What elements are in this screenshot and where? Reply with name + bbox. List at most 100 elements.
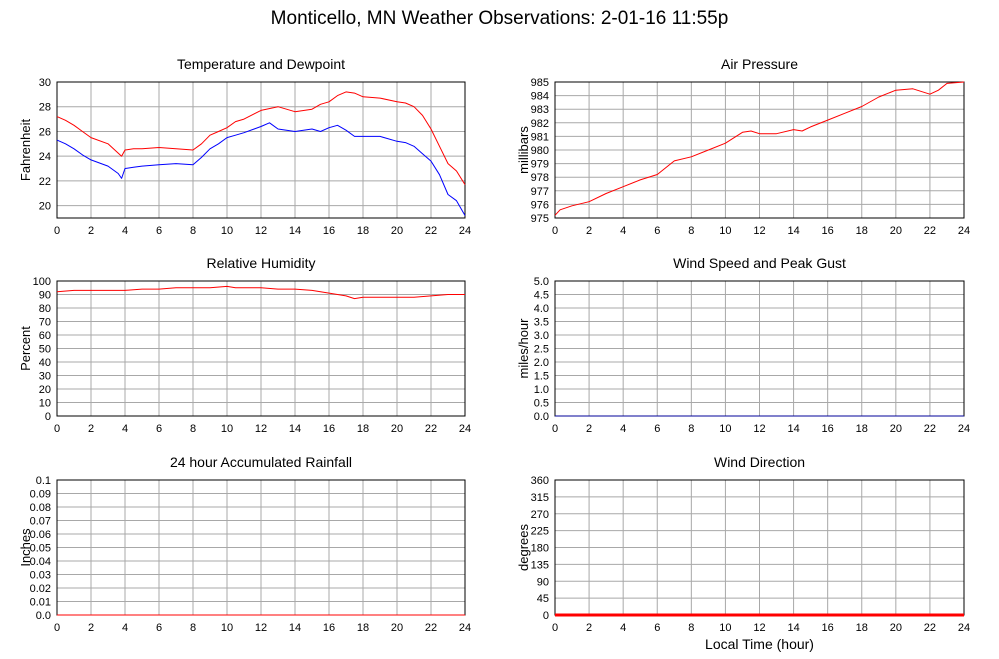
relative-humidity-y-tick-label: 50 [39,344,51,356]
relative-humidity-x-tick-label: 24 [459,423,471,435]
relative-humidity-x-tick-label: 20 [391,423,403,435]
rainfall-x-tick-label: 22 [425,622,437,634]
wind-speed-gust-y-tick-label: 3.5 [534,317,549,329]
rainfall-x-tick-label: 14 [289,622,301,634]
air-pressure-y-tick-label: 985 [531,77,549,89]
rainfall-x-tick-label: 12 [255,622,267,634]
air-pressure-x-tick-label: 16 [822,225,834,237]
temperature-dewpoint-frame [56,81,466,219]
temperature-dewpoint-y-tick-label: 22 [39,176,51,188]
relative-humidity-x-tick-label: 18 [357,423,369,435]
wind-speed-gust-x-tick-label: 10 [719,423,731,435]
wind-speed-gust-y-tick-label: 1.5 [534,371,549,383]
wind-speed-gust-x-tick-label: 6 [654,423,660,435]
wind-speed-gust-y-axis-label: miles/hour [516,318,531,379]
relative-humidity-x-tick-label: 22 [425,423,437,435]
wind-direction-x-tick-label: 12 [753,622,765,634]
wind-direction-y-tick-label: 45 [537,593,549,605]
wind-speed-gust-y-tick-label: 2.0 [534,357,549,369]
air-pressure-y-tick-label: 983 [531,104,549,116]
temperature-dewpoint-x-tick-label: 12 [255,225,267,237]
relative-humidity-y-tick-label: 0 [45,411,51,423]
temperature-dewpoint-title: Temperature and Dewpoint [177,56,345,72]
wind-speed-gust-x-tick-label: 22 [924,423,936,435]
wind-speed-gust-x-tick-label: 18 [856,423,868,435]
wind-direction-x-tick-label: 24 [958,622,970,634]
wind-direction-y-tick-label: 135 [531,559,549,571]
temperature-dewpoint-x-tick-label: 14 [289,225,301,237]
wind-speed-gust-x-tick-label: 24 [958,423,970,435]
wind-speed-gust-y-tick-label: 1.0 [534,384,549,396]
relative-humidity-y-tick-label: 100 [33,276,51,288]
temperature-dewpoint-x-tick-label: 20 [391,225,403,237]
rainfall-y-tick-label: 0.02 [30,583,51,595]
air-pressure-x-tick-label: 22 [924,225,936,237]
wind-direction-chart: 0 2 4 6 8 10 12 14 16 18 20 22 240459013518022527031… [516,454,970,652]
wind-speed-gust-y-tick-label: 3.0 [534,330,549,342]
air-pressure-y-tick-label: 980 [531,145,549,157]
relative-humidity-y-tick-label: 20 [39,384,51,396]
air-pressure-x-tick-label: 20 [890,225,902,237]
wind-direction-x-tick-label: 0 [552,622,558,634]
wind-direction-y-tick-label: 90 [537,576,549,588]
wind-direction-y-tick-label: 360 [531,475,549,487]
wind-speed-gust-y-tick-label: 4.5 [534,290,549,302]
relative-humidity-y-axis-label: Percent [18,326,33,371]
wind-speed-gust-y-tick-label: 5.0 [534,276,549,288]
rainfall-x-tick-label: 2 [88,622,94,634]
air-pressure-x-tick-label: 18 [856,225,868,237]
air-pressure-y-tick-label: 977 [531,186,549,198]
temperature-dewpoint-y-tick-label: 24 [39,151,51,163]
wind-speed-gust-y-tick-label: 0.0 [534,411,549,423]
air-pressure-x-tick-label: 4 [620,225,626,237]
wind-direction-y-tick-label: 225 [531,526,549,538]
temperature-dewpoint-x-tick-label: 22 [425,225,437,237]
wind-speed-gust-x-tick-label: 2 [586,423,592,435]
wind-direction-title: Wind Direction [714,454,805,470]
wind-speed-gust-x-tick-label: 8 [688,423,694,435]
rainfall-y-axis-label: Inches [18,528,33,567]
rainfall-x-tick-label: 6 [156,622,162,634]
air-pressure-frame [554,81,965,219]
wind-direction-x-tick-label: 8 [688,622,694,634]
relative-humidity-frame [56,280,466,417]
temperature-dewpoint-y-tick-label: 30 [39,77,51,89]
air-pressure-x-tick-label: 24 [958,225,970,237]
air-pressure-series-0-line [554,81,965,216]
air-pressure-y-tick-label: 981 [531,131,549,143]
temperature-dewpoint-series-1-line [56,122,466,216]
relative-humidity-y-tick-label: 30 [39,371,51,383]
wind-direction-y-tick-label: 180 [531,543,549,555]
rainfall-x-tick-label: 20 [391,622,403,634]
rainfall-y-tick-label: 0.0 [36,610,51,622]
relative-humidity-y-tick-label: 10 [39,398,51,410]
air-pressure-x-tick-label: 8 [688,225,694,237]
rainfall-title: 24 hour Accumulated Rainfall [170,454,352,470]
wind-direction-x-tick-label: 16 [822,622,834,634]
rainfall-y-tick-label: 0.06 [30,529,51,541]
temperature-dewpoint-x-tick-label: 2 [88,225,94,237]
rainfall-y-tick-label: 0.07 [30,516,51,528]
relative-humidity-x-tick-label: 12 [255,423,267,435]
temperature-dewpoint-x-tick-label: 4 [122,225,128,237]
wind-speed-gust-y-tick-label: 4.0 [534,303,549,315]
temperature-dewpoint-x-tick-label: 24 [459,225,471,237]
temperature-dewpoint-x-tick-label: 6 [156,225,162,237]
wind-speed-gust-x-tick-label: 12 [753,423,765,435]
rainfall-y-tick-label: 0.01 [30,597,51,609]
temperature-dewpoint-y-tick-label: 20 [39,201,51,213]
temperature-dewpoint-x-tick-label: 8 [190,225,196,237]
wind-direction-y-tick-label: 315 [531,492,549,504]
wind-direction-y-axis-label: degrees [516,524,531,571]
wind-speed-gust-y-tick-label: 0.5 [534,398,549,410]
wind-direction-x-tick-label: 6 [654,622,660,634]
air-pressure-chart: 0 2 4 6 8 10 12 14 16 18 20 22 249759769779789799809… [516,56,970,237]
temperature-dewpoint-y-tick-label: 28 [39,102,51,114]
wind-direction-x-tick-label: 22 [924,622,936,634]
relative-humidity-x-tick-label: 6 [156,423,162,435]
wind-speed-gust-x-tick-label: 0 [552,423,558,435]
rainfall-x-tick-label: 8 [190,622,196,634]
rainfall-x-tick-label: 16 [323,622,335,634]
wind-direction-y-tick-label: 270 [531,509,549,521]
